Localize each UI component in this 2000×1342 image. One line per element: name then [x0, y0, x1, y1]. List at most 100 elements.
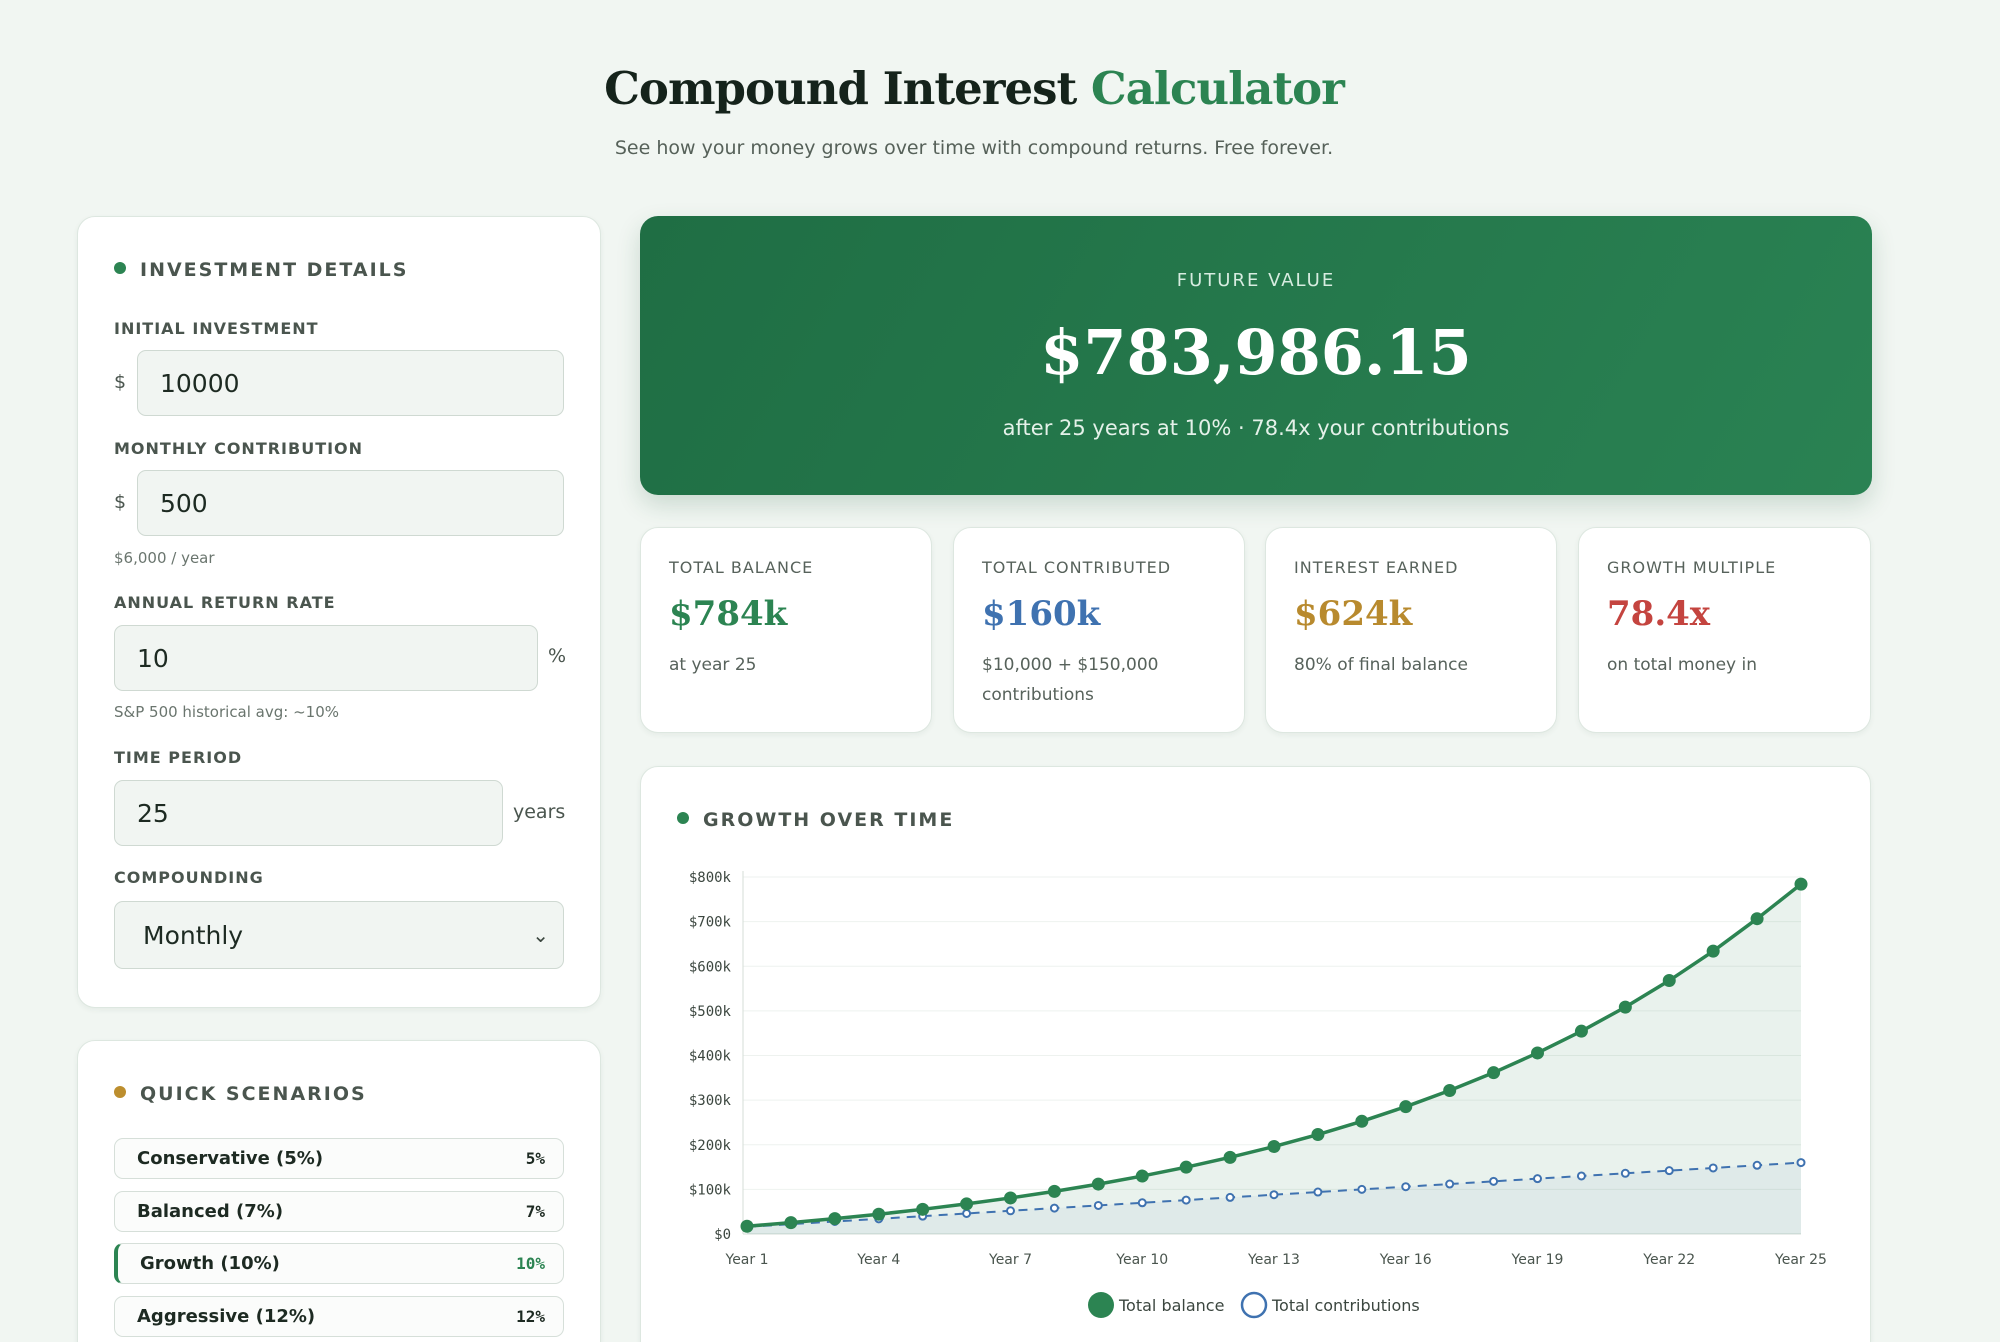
compounding-label: COMPOUNDING	[114, 868, 264, 887]
scenario-growth[interactable]: Growth (10%) 10%	[114, 1243, 564, 1284]
initial-investment-input[interactable]: 10000	[137, 350, 564, 416]
contributions-point	[1093, 1200, 1103, 1210]
scenario-balanced[interactable]: Balanced (7%) 7%	[114, 1191, 564, 1232]
balance-point	[740, 1219, 754, 1233]
balance-point	[1574, 1024, 1588, 1038]
time-period-suffix: years	[513, 801, 566, 823]
contributions-point	[1796, 1158, 1806, 1168]
x-tick-label: Year 1	[725, 1252, 769, 1268]
stat-value: 78.4x	[1607, 594, 1711, 634]
title-main: Compound Interest	[604, 62, 1077, 115]
x-tick-label: Year 4	[856, 1252, 900, 1268]
contributions-point	[962, 1208, 972, 1218]
contributions-point	[1620, 1168, 1630, 1178]
balance-point	[1267, 1140, 1281, 1154]
stat-growth-multiple: GROWTH MULTIPLE 78.4x on total money in	[1578, 527, 1871, 733]
contributions-point	[1006, 1206, 1015, 1216]
balance-point	[1399, 1100, 1413, 1114]
page-title: Compound Interest Calculator	[0, 62, 1948, 115]
balance-point	[1531, 1046, 1544, 1060]
y-tick-label: $400k	[689, 1049, 732, 1065]
scenario-rate: 10%	[516, 1254, 545, 1273]
balance-point	[1091, 1177, 1105, 1191]
x-tick-label: Year 10	[1115, 1252, 1168, 1268]
monthly-contribution-label: MONTHLY CONTRIBUTION	[114, 439, 364, 458]
y-tick-label: $600k	[689, 959, 732, 975]
time-period-label: TIME PERIOD	[114, 748, 243, 767]
stat-caption: INTEREST EARNED	[1294, 558, 1459, 577]
balance-point	[1179, 1160, 1193, 1174]
annual-return-input[interactable]: 10	[114, 625, 538, 691]
growth-chart-title-text: GROWTH OVER TIME	[703, 809, 955, 831]
contributions-point	[1708, 1163, 1718, 1173]
balance-point	[872, 1207, 886, 1221]
stat-value: $784k	[669, 594, 788, 634]
stat-total-balance: TOTAL BALANCE $784k at year 25	[640, 527, 932, 733]
scenario-conservative[interactable]: Conservative (5%) 5%	[114, 1138, 564, 1179]
y-tick-label: $0	[714, 1227, 731, 1243]
contributions-point	[1752, 1160, 1762, 1170]
annual-return-hint: S&P 500 historical avg: ~10%	[114, 703, 340, 721]
investment-details-card: INVESTMENT DETAILS INITIAL INVESTMENT $ …	[77, 216, 601, 1008]
balance-point	[1135, 1169, 1149, 1183]
stat-caption: TOTAL CONTRIBUTED	[982, 558, 1172, 577]
balance-point	[960, 1197, 974, 1211]
chevron-down-icon: ⌄	[532, 923, 549, 947]
future-value-banner: FUTURE VALUE $783,986.15 after 25 years …	[640, 216, 1872, 495]
y-tick-label: $700k	[689, 915, 732, 931]
contributions-point	[1313, 1187, 1323, 1197]
future-value-sub: after 25 years at 10% · 78.4x your contr…	[1002, 416, 1510, 440]
scenario-rate: 5%	[525, 1149, 545, 1168]
x-tick-label: Year 16	[1379, 1252, 1432, 1268]
stat-caption: GROWTH MULTIPLE	[1607, 558, 1777, 577]
contributions-point	[1269, 1190, 1279, 1200]
balance-point	[1618, 1000, 1632, 1014]
contributions-point	[1225, 1192, 1235, 1202]
scenario-aggressive[interactable]: Aggressive (12%) 12%	[114, 1296, 564, 1337]
legend-balance-label: Total balance	[1118, 1296, 1224, 1315]
y-tick-label: $200k	[689, 1138, 732, 1154]
title-accent: Calculator	[1090, 62, 1345, 115]
contributions-point	[1489, 1176, 1499, 1186]
monthly-contribution-input[interactable]: 500	[137, 470, 564, 536]
compounding-select[interactable]: Monthly ⌄	[114, 901, 564, 969]
balance-point	[1487, 1066, 1501, 1080]
balance-point	[1004, 1191, 1017, 1205]
x-tick-label: Year 7	[988, 1252, 1032, 1268]
compounding-value: Monthly	[143, 920, 244, 950]
balance-point	[1443, 1084, 1457, 1098]
stat-caption: TOTAL BALANCE	[669, 558, 814, 577]
balance-point	[784, 1216, 798, 1230]
stat-note: at year 25	[669, 655, 757, 675]
stat-value: $624k	[1294, 594, 1413, 634]
monthly-contribution-prefix: $	[114, 491, 127, 513]
legend-contributions-label: Total contributions	[1271, 1296, 1420, 1315]
balance-point	[1794, 877, 1808, 891]
y-tick-label: $100k	[689, 1182, 732, 1198]
section-dot-icon	[677, 812, 689, 824]
y-tick-label: $800k	[689, 870, 732, 886]
balance-point	[828, 1212, 842, 1226]
contributions-point	[1181, 1195, 1191, 1205]
section-dot-icon	[114, 1086, 126, 1098]
legend-balance-swatch	[1088, 1292, 1114, 1318]
contributions-point	[1049, 1203, 1059, 1213]
x-tick-label: Year 25	[1774, 1252, 1827, 1268]
annual-return-suffix: %	[548, 645, 567, 667]
balance-area	[747, 884, 1801, 1234]
contributions-point	[1533, 1174, 1542, 1184]
y-tick-label: $500k	[689, 1004, 732, 1020]
section-dot-icon	[114, 262, 126, 274]
legend-contributions-swatch	[1240, 1291, 1268, 1319]
scenario-label: Balanced (7%)	[137, 1201, 284, 1222]
balance-point	[1355, 1114, 1369, 1128]
quick-scenarios-title-text: QUICK SCENARIOS	[140, 1083, 367, 1105]
stat-value: $160k	[982, 594, 1101, 634]
y-tick-label: $300k	[689, 1093, 732, 1109]
scenario-rate: 7%	[525, 1202, 545, 1221]
balance-point	[1662, 974, 1676, 988]
time-period-input[interactable]: 25	[114, 780, 503, 846]
page-subtitle: See how your money grows over time with …	[614, 137, 1334, 159]
contributions-point	[1357, 1184, 1367, 1194]
growth-chart: $0 $100k $200k $300k $400k $500k $600k $700k $80…	[689, 870, 1827, 1319]
